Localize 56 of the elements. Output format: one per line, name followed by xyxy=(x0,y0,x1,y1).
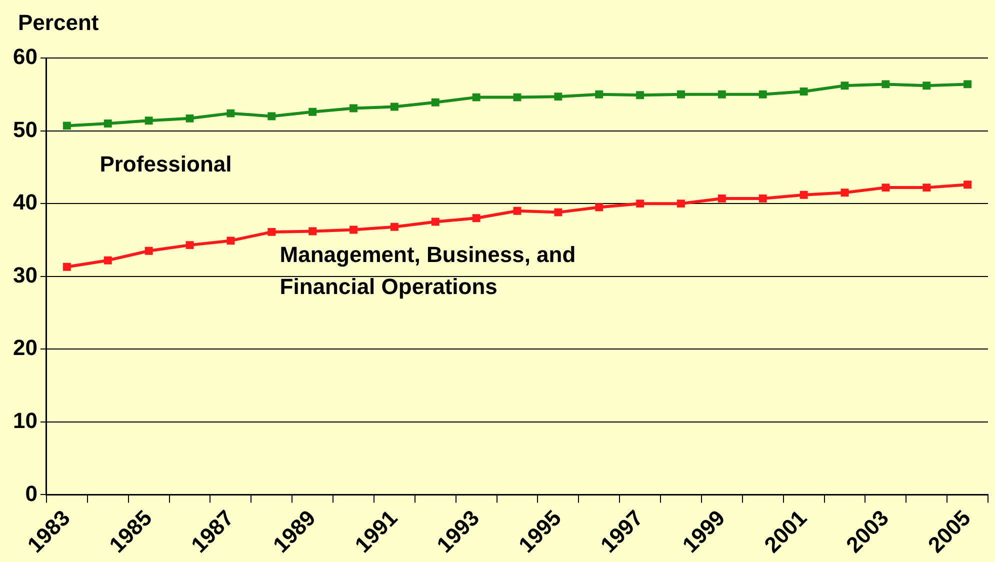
y-tick-label: 10 xyxy=(12,408,38,433)
point xyxy=(718,194,726,202)
point xyxy=(922,184,931,192)
point xyxy=(472,93,480,102)
point xyxy=(268,112,276,120)
point xyxy=(350,104,358,112)
point xyxy=(964,80,972,88)
point xyxy=(144,116,153,125)
point xyxy=(554,208,562,216)
point xyxy=(677,200,685,208)
point xyxy=(186,241,194,250)
point xyxy=(268,228,276,236)
y-tick-label: 60 xyxy=(12,44,38,70)
point xyxy=(964,180,972,189)
point xyxy=(636,200,644,208)
point xyxy=(104,120,112,128)
point xyxy=(431,218,440,226)
point xyxy=(62,262,71,271)
point xyxy=(554,92,562,101)
point xyxy=(677,90,685,98)
y-tick-label: 20 xyxy=(12,335,38,360)
point xyxy=(758,90,767,98)
point xyxy=(595,90,604,98)
point xyxy=(350,226,358,234)
point xyxy=(595,203,604,212)
point xyxy=(186,114,194,122)
point xyxy=(144,246,153,255)
point xyxy=(840,188,849,197)
point xyxy=(922,82,931,90)
point xyxy=(472,214,480,222)
point xyxy=(513,93,522,102)
point xyxy=(431,98,440,106)
y-axis-title: Percent xyxy=(18,10,100,35)
point xyxy=(800,190,808,199)
y-tick-label: 40 xyxy=(12,190,38,215)
point xyxy=(308,227,317,236)
y-tick-label: 50 xyxy=(12,116,38,142)
point xyxy=(226,109,235,118)
point xyxy=(513,206,522,215)
y-tick-label: 30 xyxy=(12,262,38,288)
point xyxy=(882,80,890,88)
point xyxy=(62,122,71,130)
point xyxy=(882,184,890,192)
point xyxy=(800,88,808,96)
point xyxy=(390,222,398,231)
point xyxy=(758,194,767,202)
point xyxy=(226,236,235,245)
series-label: Management, Business, and Financial Operations xyxy=(280,242,576,299)
y-tick-label: 0 xyxy=(25,480,38,506)
point xyxy=(390,102,398,111)
point xyxy=(718,90,726,98)
series-label: Professional xyxy=(100,152,232,177)
point xyxy=(308,108,317,116)
point xyxy=(104,256,112,264)
point xyxy=(840,82,849,90)
point xyxy=(636,91,644,100)
